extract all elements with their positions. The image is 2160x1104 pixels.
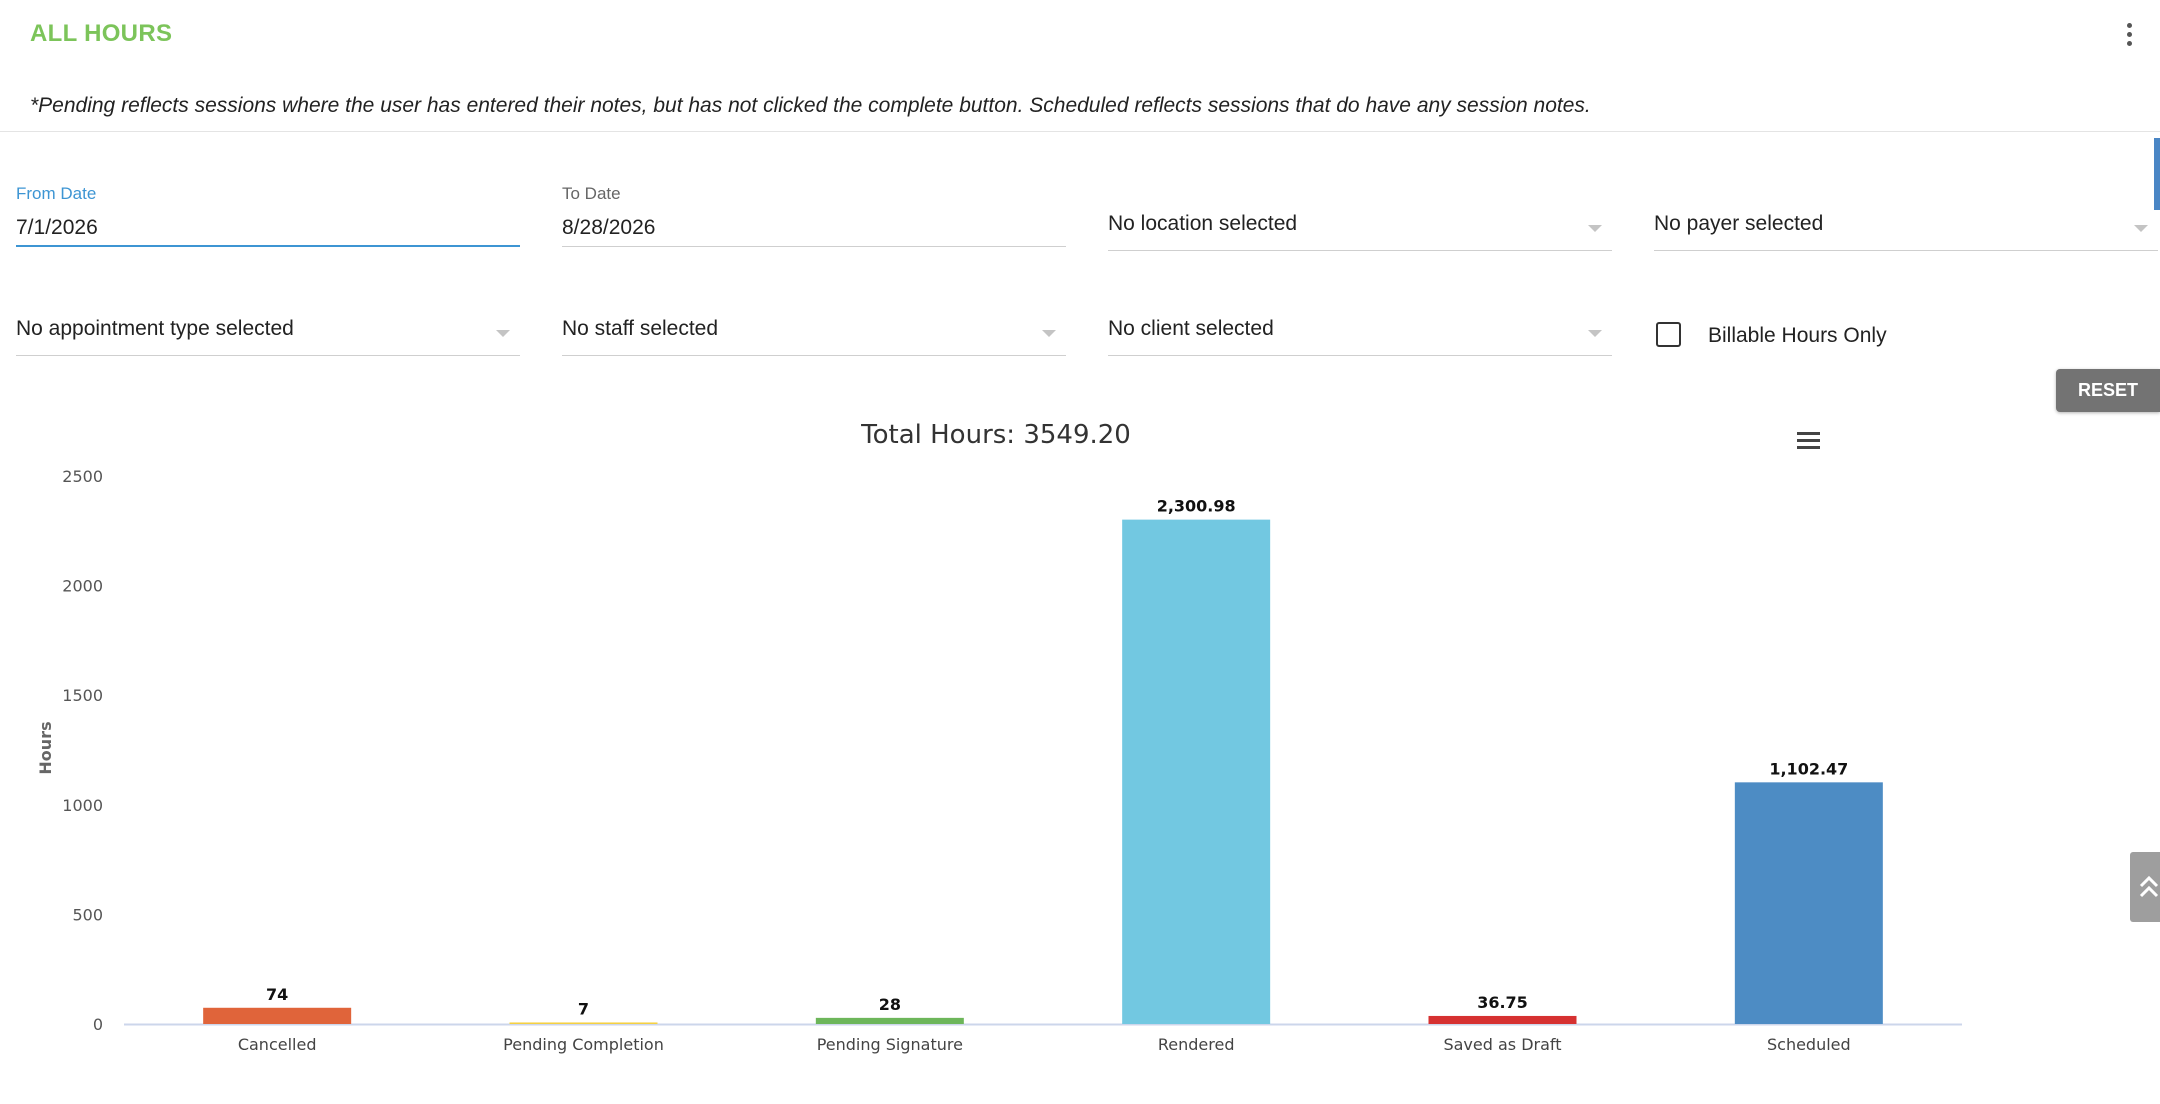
bar-cancelled[interactable]: [203, 1007, 352, 1024]
billable-hours-label[interactable]: Billable Hours Only: [1708, 324, 1887, 347]
appointment-type-chevron-down-icon: [496, 330, 510, 337]
pending-note: *Pending reflects sessions where the use…: [30, 94, 1591, 117]
y-tick-label-4: 2000: [62, 577, 103, 596]
bar-scheduled[interactable]: [1734, 782, 1883, 1024]
from-date-underline: [16, 245, 520, 247]
y-tick-label-5: 2500: [62, 467, 103, 486]
staff-underline: [562, 355, 1066, 356]
to-date-underline: [562, 246, 1066, 247]
client-select[interactable]: No client selected: [1108, 315, 1612, 357]
payer-chevron-down-icon: [2134, 225, 2148, 232]
chart-bars: [203, 519, 1883, 1024]
x-axis-labels: Cancelled Pending Completion Pending Signa…: [238, 1035, 1851, 1054]
double-chevron-up-icon: [2139, 875, 2159, 898]
chart-title: Total Hours: 3549.20: [860, 420, 1131, 450]
y-axis-ticks: 0 500 1000 1500 2000 2500: [62, 467, 103, 1034]
hours-bar-chart: Total Hours: 3549.20 Hours 0 500 1000 1500 2…: [36, 420, 1962, 1054]
scroll-to-top-button[interactable]: [2130, 852, 2160, 922]
data-label-0: 74: [266, 985, 288, 1004]
appointment-type-underline: [16, 355, 520, 356]
data-label-4: 36.75: [1477, 993, 1528, 1012]
from-date-input[interactable]: 7/1/2026: [16, 216, 98, 239]
client-underline: [1108, 355, 1612, 356]
x-tick-label-2: Pending Signature: [817, 1035, 963, 1054]
bar-data-labels: 74 7 28 2,300.98 36.75 1,102.47: [266, 497, 1848, 1019]
to-date-label: To Date: [562, 184, 621, 203]
bar-pending-completion[interactable]: [509, 1022, 658, 1024]
staff-chevron-down-icon: [1042, 330, 1056, 337]
x-tick-label-1: Pending Completion: [503, 1035, 664, 1054]
data-label-5: 1,102.47: [1769, 759, 1848, 778]
bar-rendered[interactable]: [1122, 519, 1271, 1024]
y-axis-title: Hours: [36, 721, 55, 774]
payer-select-value: No payer selected: [1654, 212, 1824, 235]
y-tick-label-3: 1500: [62, 686, 103, 705]
hamburger-menu-icon[interactable]: [1790, 424, 1827, 456]
y-tick-label-1: 500: [72, 905, 103, 924]
location-chevron-down-icon: [1588, 225, 1602, 232]
data-label-1: 7: [578, 999, 589, 1018]
from-date-label: From Date: [16, 184, 97, 203]
kebab-menu-icon[interactable]: [2122, 22, 2138, 48]
staff-select-value: No staff selected: [562, 317, 719, 340]
bar-saved-as-draft[interactable]: [1428, 1015, 1577, 1024]
to-date-field[interactable]: To Date 8/28/2026: [562, 184, 1066, 248]
appointment-type-select[interactable]: No appointment type selected: [16, 315, 520, 357]
data-label-3: 2,300.98: [1157, 497, 1236, 516]
client-chevron-down-icon: [1588, 330, 1602, 337]
staff-select[interactable]: No staff selected: [562, 315, 1066, 357]
appointment-type-select-value: No appointment type selected: [16, 317, 294, 340]
x-tick-label-0: Cancelled: [238, 1035, 317, 1054]
location-select-value: No location selected: [1108, 212, 1298, 235]
x-tick-label-4: Saved as Draft: [1443, 1035, 1561, 1054]
payer-underline: [1654, 250, 2158, 251]
billable-hours-checkbox[interactable]: [1656, 322, 1681, 347]
location-select[interactable]: No location selected: [1108, 210, 1612, 252]
x-tick-label-3: Rendered: [1158, 1035, 1235, 1054]
header-divider: [0, 131, 2160, 132]
reset-button[interactable]: RESET: [2056, 369, 2160, 412]
location-underline: [1108, 250, 1612, 251]
client-select-value: No client selected: [1108, 317, 1274, 340]
bar-pending-signature[interactable]: [815, 1017, 964, 1024]
payer-select[interactable]: No payer selected: [1654, 210, 2158, 252]
from-date-field[interactable]: From Date 7/1/2026: [16, 184, 520, 248]
data-label-2: 28: [879, 995, 901, 1014]
y-tick-label-2: 1000: [62, 796, 103, 815]
x-tick-label-5: Scheduled: [1767, 1035, 1851, 1054]
scrollbar-thumb[interactable]: [2154, 138, 2160, 210]
to-date-input[interactable]: 8/28/2026: [562, 216, 656, 239]
page-title: ALL HOURS: [30, 20, 173, 47]
y-tick-label-0: 0: [93, 1015, 103, 1034]
